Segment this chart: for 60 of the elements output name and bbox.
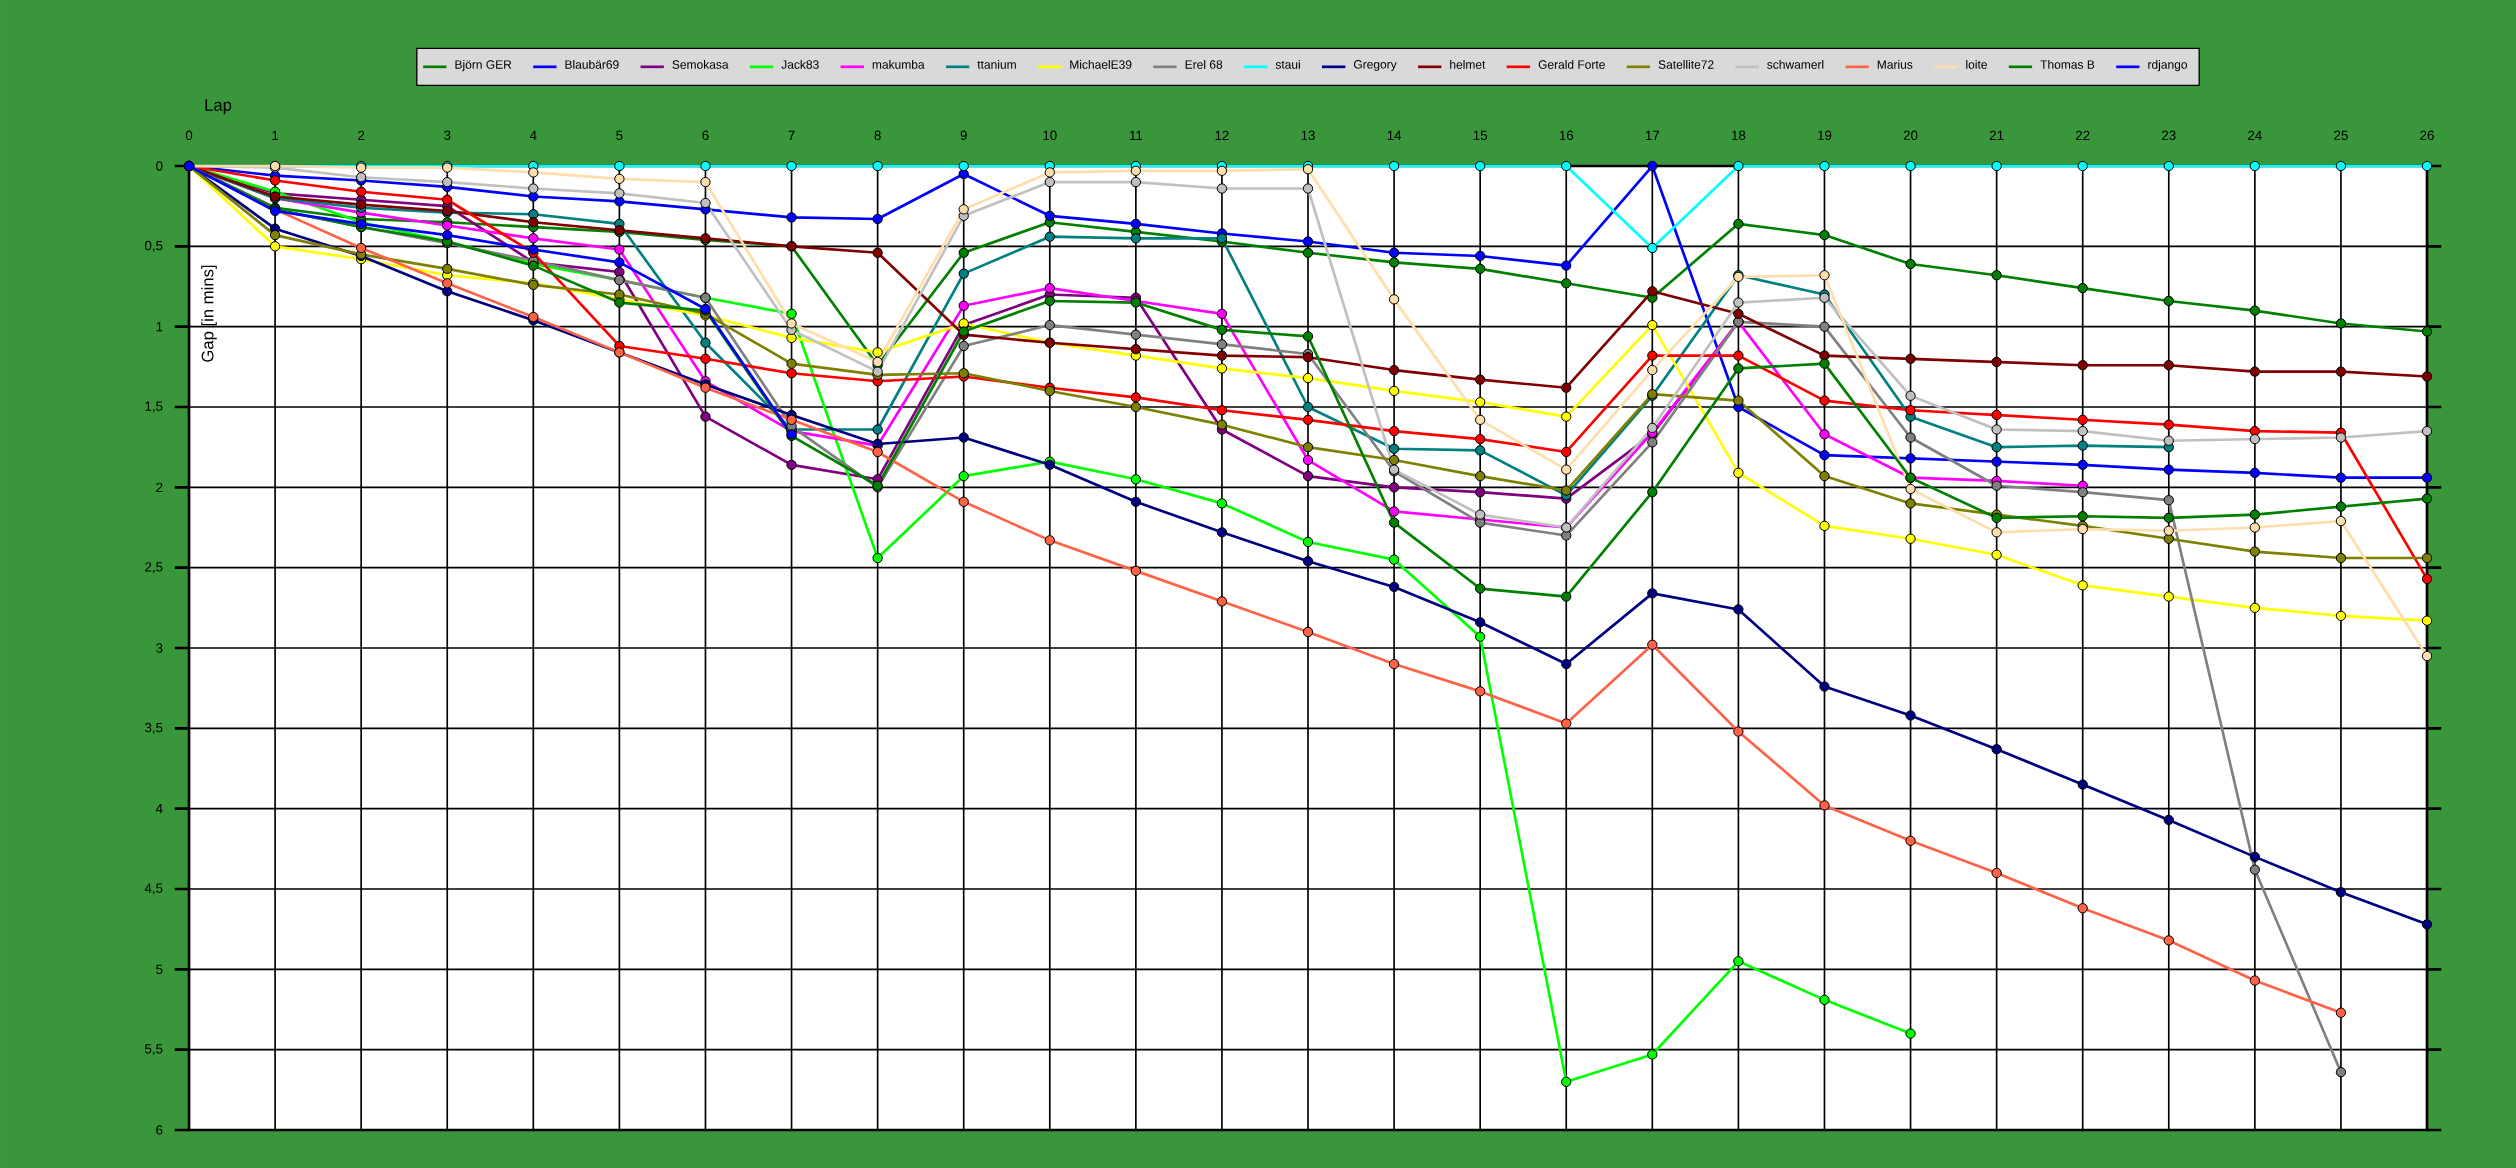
x-tick-label: 13 xyxy=(1301,130,1315,140)
x-tick-label: 10 xyxy=(1043,130,1057,140)
y-tick-label: 1 xyxy=(156,322,163,332)
legend-label: Jack83 xyxy=(781,59,819,69)
x-tick-label: 5 xyxy=(616,130,623,140)
y-tick-label: 2 xyxy=(156,482,163,492)
x-tick-label: 9 xyxy=(960,130,967,140)
x-tick-label: 17 xyxy=(1645,130,1660,140)
legend-label: Marius xyxy=(1877,59,1913,69)
x-tick-label: 25 xyxy=(2334,130,2348,140)
legend-label: Semokasa xyxy=(672,59,729,69)
x-tick-label: 1 xyxy=(272,130,279,140)
x-axis-title: Lap xyxy=(205,99,232,115)
legend-label: helmet xyxy=(1450,59,1486,69)
legend-label: Gregory xyxy=(1353,60,1397,72)
legend-label: Björn GER xyxy=(455,59,512,72)
x-tick-label: 7 xyxy=(788,130,795,140)
x-tick-label: 21 xyxy=(1989,130,2004,140)
x-tick-label: 3 xyxy=(444,130,451,140)
y-tick-label: 0 xyxy=(156,161,163,171)
y-tick-label: 4,5 xyxy=(144,883,163,895)
x-tick-label: 26 xyxy=(2420,130,2434,140)
x-tick-label: 14 xyxy=(1387,130,1402,140)
x-tick-label: 0 xyxy=(185,130,193,140)
y-axis-title: Gap [in mins] xyxy=(201,265,217,362)
x-tick-label: 12 xyxy=(1215,130,1229,140)
y-tick-label: 0,5 xyxy=(144,240,163,252)
x-tick-label: 19 xyxy=(1818,130,1832,140)
legend-label: MichaelE39 xyxy=(1070,59,1132,69)
x-tick-label: 24 xyxy=(2248,130,2262,140)
y-tick-label: 5,5 xyxy=(144,1044,163,1056)
legend-label: schwamerl xyxy=(1767,59,1824,69)
x-tick-label: 15 xyxy=(1473,130,1488,140)
x-tick-label: 8 xyxy=(874,130,881,140)
x-tick-label: 23 xyxy=(2162,130,2176,140)
legend-label: rdjango xyxy=(2148,59,2188,72)
x-tick-label: 2 xyxy=(358,130,365,140)
x-tick-label: 22 xyxy=(2075,130,2090,140)
x-tick-label: 11 xyxy=(1129,130,1143,140)
x-tick-label: 16 xyxy=(1559,130,1574,140)
x-tick-label: 18 xyxy=(1731,130,1746,140)
legend-label: Thomas B xyxy=(2040,59,2095,69)
y-tick-label: 4 xyxy=(155,804,163,814)
legend-label: Blaubär69 xyxy=(565,59,619,69)
y-tick-label: 2,5 xyxy=(145,562,163,574)
x-tick-label: 20 xyxy=(1903,130,1918,140)
legend-label: ttanium xyxy=(977,59,1016,69)
y-tick-label: 5 xyxy=(156,964,163,974)
y-tick-label: 3 xyxy=(156,643,163,653)
y-tick-label: 6 xyxy=(156,1125,163,1135)
x-tick-label: 6 xyxy=(702,130,709,140)
y-tick-label: 3,5 xyxy=(144,722,163,734)
legend-label: Erel 68 xyxy=(1185,59,1223,69)
legend-label: staui xyxy=(1275,59,1300,69)
x-tick-label: 4 xyxy=(529,130,537,140)
legend-label: makumba xyxy=(872,59,925,69)
legend-label: loite xyxy=(1966,59,1987,69)
legend-label: Gerald Forte xyxy=(1538,59,1605,69)
legend-label: Satellite72 xyxy=(1658,59,1714,69)
y-tick-label: 1,5 xyxy=(145,401,163,413)
